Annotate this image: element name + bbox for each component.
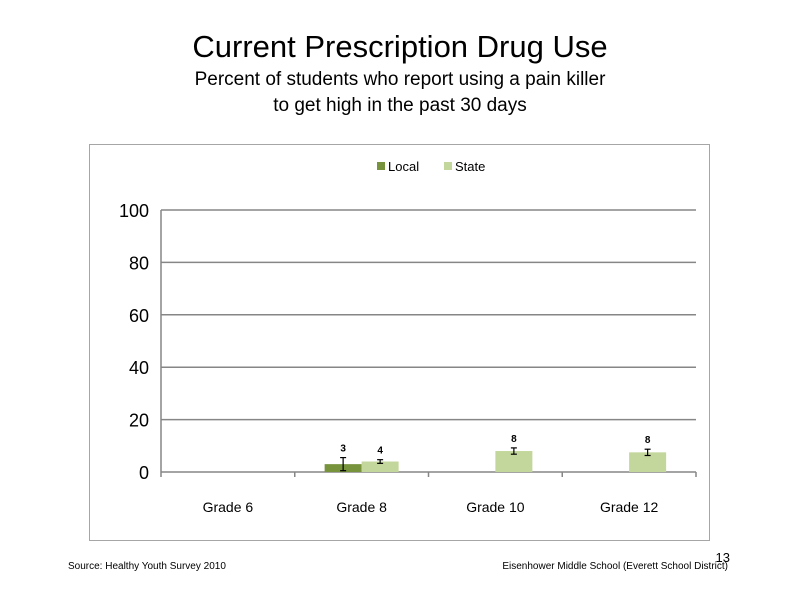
y-tick-label-80: 80 (129, 253, 149, 273)
legend-label-local: Local (388, 159, 419, 174)
y-tick-label-40: 40 (129, 358, 149, 378)
school-name: Eisenhower Middle School (Everett School… (502, 561, 728, 572)
y-tick-label-60: 60 (129, 306, 149, 326)
data-label: 4 (377, 446, 383, 457)
x-category-label: Grade 10 (466, 499, 525, 515)
page-number: 13 (715, 550, 730, 565)
legend-swatch-local (377, 162, 385, 170)
data-label: 8 (511, 434, 517, 445)
bar-state (629, 452, 667, 472)
y-tick-label-0: 0 (139, 463, 149, 483)
slide-title: Current Prescription Drug Use (192, 29, 608, 64)
y-tick-label-100: 100 (119, 201, 149, 221)
legend-swatch-state (444, 162, 452, 170)
chart-frame (89, 144, 710, 541)
y-tick-label-20: 20 (129, 411, 149, 431)
x-category-label: Grade 8 (336, 499, 387, 515)
legend-label-state: State (455, 159, 485, 174)
x-category-label: Grade 6 (203, 499, 254, 515)
bar-state (361, 461, 399, 472)
slide-subtitle-line1: Percent of students who report using a p… (194, 69, 606, 90)
x-category-label: Grade 12 (600, 499, 659, 515)
bar-state (495, 451, 533, 472)
source-note: Source: Healthy Youth Survey 2010 (68, 561, 226, 572)
data-label: 8 (645, 435, 651, 446)
data-label: 3 (340, 444, 346, 455)
slide-subtitle-line2: to get high in the past 30 days (273, 95, 527, 116)
